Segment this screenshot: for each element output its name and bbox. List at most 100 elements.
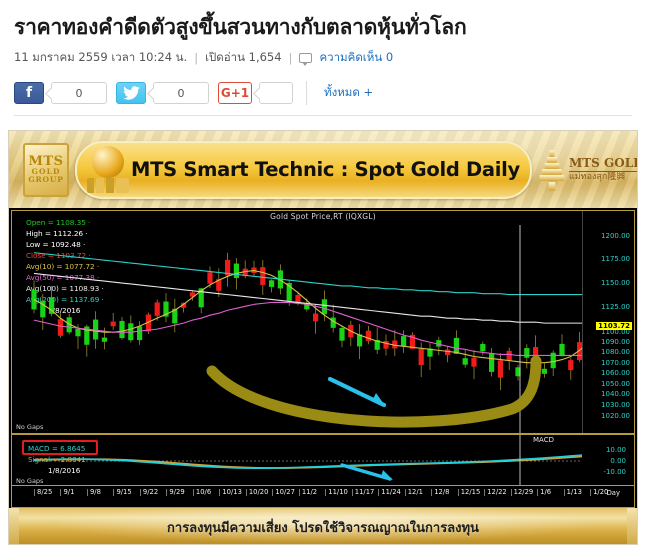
price-tick: 1150.00 bbox=[601, 279, 630, 288]
x-tick: 9/8 bbox=[86, 489, 101, 496]
comment-bubble-icon bbox=[299, 53, 313, 67]
gplus-share-button[interactable]: G+1 bbox=[218, 82, 293, 105]
current-price-marker: 1103.72 bbox=[596, 322, 632, 331]
x-tick: 12/15 bbox=[457, 489, 480, 496]
price-tick: 1200.00 bbox=[601, 231, 630, 240]
facebook-share-count: 0 bbox=[51, 82, 107, 105]
banner-footer: การลงทุนมีความเสี่ยง โปรดใช้วิจารณญาณในก… bbox=[9, 508, 637, 544]
x-tick: 10/6 bbox=[192, 489, 211, 496]
macd-plot bbox=[33, 435, 634, 485]
price-tick: 1100.00 bbox=[601, 328, 630, 337]
brand-name-th: แม่ทองสุก隆興 bbox=[568, 171, 626, 182]
price-pane: Gold Spot Price,RT (IQXGL) Log No Gaps O… bbox=[12, 211, 634, 435]
facebook-share-button[interactable]: f 0 bbox=[14, 82, 107, 105]
mts-chart-image: MTS GOLD GROUP MTS Smart Technic : Spot … bbox=[8, 130, 638, 545]
macd-panel-label: MACD bbox=[533, 436, 554, 444]
quote-high: High = 1112.26 · bbox=[26, 228, 88, 238]
x-axis-ticks: Day 8/25 9/1 9/8 9/15 9/22 9/29 10/6 10/13 10/20… bbox=[12, 486, 634, 503]
publish-date: 11 มกราคม 2559 เวลา 10:24 น. bbox=[14, 50, 188, 65]
footer-right-column bbox=[627, 508, 637, 544]
x-tick: 8/25 bbox=[34, 489, 52, 496]
price-tick: 1175.00 bbox=[601, 255, 630, 264]
x-tick: 1/6 bbox=[537, 489, 551, 496]
price-axis: 1200.00 1175.00 1150.00 1125.00 1100.00 1090.… bbox=[582, 211, 634, 433]
twitter-icon bbox=[116, 82, 146, 105]
macd-tick: 10.00 bbox=[605, 445, 626, 454]
x-tick: 11/17 bbox=[351, 489, 374, 496]
brand-text: MTS GOLD แม่ทองสุก隆興 bbox=[568, 156, 637, 182]
x-tick: 1/13 bbox=[563, 489, 582, 496]
quote-avg100: Avg(100) = 1108.93 · bbox=[26, 283, 104, 293]
banner-title-pill: MTS Smart Technic : Spot Gold Daily bbox=[75, 140, 532, 199]
macd-pane: MACD MACD = 6.8645 Signal = 2.8841 1/8/201… bbox=[12, 435, 634, 485]
x-tick: 1/20 bbox=[590, 489, 608, 496]
pagoda-icon bbox=[538, 146, 566, 194]
price-plot bbox=[31, 225, 609, 433]
price-tick: 1080.00 bbox=[601, 348, 630, 357]
comment-count-link[interactable]: ความคิดเห็น 0 bbox=[319, 50, 394, 65]
x-tick: 10/20 bbox=[245, 489, 268, 496]
meta-separator-1: | bbox=[194, 51, 199, 66]
macd-tick: 0.00 bbox=[610, 457, 626, 465]
article-meta: 11 มกราคม 2559 เวลา 10:24 น. | เปิดอ่าน … bbox=[14, 49, 632, 67]
header-divider bbox=[14, 115, 632, 117]
logo-line-mts: MTS bbox=[28, 153, 64, 169]
social-share-bar: f 0 0 G+1 ทั้งหมด + bbox=[0, 81, 646, 115]
price-tick: 1050.00 bbox=[601, 379, 630, 388]
macd-value: MACD = 6.8645 bbox=[28, 444, 86, 453]
twitter-share-button[interactable]: 0 bbox=[116, 82, 209, 105]
footer-left-column bbox=[9, 508, 19, 544]
article-header: ราคาทองคำดีดตัวสูงขึ้นสวนทางกับตลาดหุ้นท… bbox=[0, 0, 646, 67]
banner-title: MTS Smart Technic : Spot Gold Daily bbox=[131, 158, 520, 181]
quote-open: Open = 1108.35 · bbox=[26, 218, 91, 227]
x-tick: 11/2 bbox=[298, 489, 317, 496]
no-gaps-label-macd: No Gaps bbox=[16, 477, 44, 485]
quote-avg200: Avg(200) = 1137.69 · bbox=[26, 294, 104, 304]
chart-frame: Gold Spot Price,RT (IQXGL) Log No Gaps O… bbox=[11, 210, 635, 508]
macd-date: 1/8/2016 bbox=[48, 465, 81, 475]
price-tick: 1020.00 bbox=[601, 411, 630, 420]
show-all-shares-link[interactable]: ทั้งหมด + bbox=[324, 85, 374, 100]
facebook-icon: f bbox=[14, 82, 44, 105]
chart-area: Gold Spot Price,RT (IQXGL) Log No Gaps O… bbox=[9, 208, 637, 508]
x-tick: 12/22 bbox=[484, 489, 507, 496]
quote-avg50: Avg(50) = 1077.38 · bbox=[26, 272, 100, 282]
x-axis-label: Day bbox=[606, 489, 620, 497]
x-tick: 11/24 bbox=[378, 489, 401, 496]
x-tick: 12/29 bbox=[510, 489, 533, 496]
brand-name-en: MTS GOLD bbox=[568, 156, 637, 172]
price-tick: 1040.00 bbox=[601, 390, 630, 399]
quote-avg10: Avg(10) = 1077.72 · bbox=[26, 261, 100, 271]
mts-gold-brand-logo: MTS GOLD แม่ทองสุก隆興 bbox=[538, 146, 637, 194]
view-count: เปิดอ่าน 1,654 bbox=[205, 50, 282, 65]
macd-axis: 10.00 0.00 -10.00 bbox=[582, 435, 634, 485]
x-tick: 10/27 bbox=[272, 489, 295, 496]
no-gaps-label-price: No Gaps bbox=[16, 423, 44, 431]
quote-low: Low = 1092.48 · bbox=[26, 239, 86, 249]
price-tick: 1070.00 bbox=[601, 358, 630, 367]
x-tick: 12/8 bbox=[431, 489, 449, 496]
mts-gold-group-logo: MTS GOLD GROUP bbox=[23, 142, 69, 197]
x-tick: 12/1 bbox=[404, 489, 423, 496]
price-tick: 1125.00 bbox=[601, 303, 630, 312]
x-tick: 10/13 bbox=[219, 489, 242, 496]
banner-header: MTS GOLD GROUP MTS Smart Technic : Spot … bbox=[9, 131, 637, 208]
gold-globe-icon bbox=[85, 145, 131, 195]
macd-legend: MACD = 6.8645 Signal = 2.8841 1/8/2016 bbox=[28, 444, 86, 476]
price-tick: 1060.00 bbox=[601, 369, 630, 378]
gplus-icon: G+1 bbox=[218, 82, 252, 105]
macd-tick: -10.00 bbox=[603, 468, 626, 477]
x-tick: 11/10 bbox=[325, 489, 348, 496]
logo-line-gold: GOLD bbox=[31, 167, 61, 177]
price-tick: 1090.00 bbox=[601, 338, 630, 347]
x-tick: 9/1 bbox=[60, 489, 74, 496]
meta-separator-2: | bbox=[288, 51, 293, 66]
price-tick: 1030.00 bbox=[601, 400, 630, 409]
logo-line-group: GROUP bbox=[28, 175, 64, 185]
quote-date: 1/8/2016 bbox=[48, 305, 81, 315]
twitter-share-count: 0 bbox=[153, 82, 209, 105]
gplus-share-count bbox=[259, 82, 293, 105]
macd-signal-value: Signal = 2.8841 bbox=[28, 454, 86, 464]
x-axis-pane: Day 8/25 9/1 9/8 9/15 9/22 9/29 10/6 10/13 10/20… bbox=[12, 485, 634, 503]
